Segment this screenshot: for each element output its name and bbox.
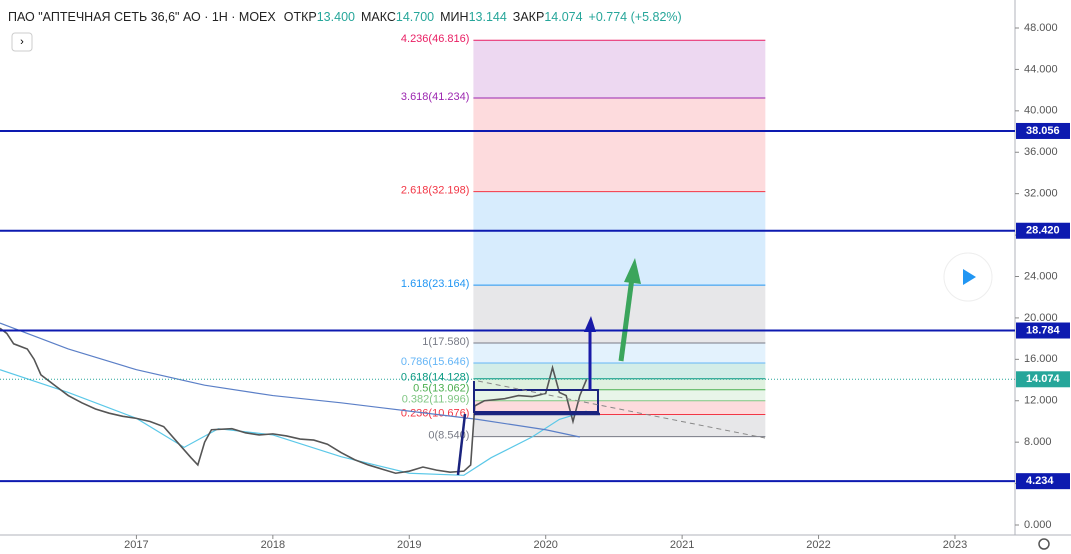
arrow-line xyxy=(456,413,467,476)
x-tick-label: 2021 xyxy=(670,539,694,551)
fib-label: 2.618(32.198) xyxy=(401,185,470,197)
high-label: МАКС xyxy=(361,10,396,24)
fib-zone xyxy=(473,378,766,390)
arrow-line xyxy=(618,277,635,362)
x-tick-label: 2023 xyxy=(943,539,967,551)
x-tick-label: 2022 xyxy=(806,539,830,551)
fib-zone xyxy=(473,362,766,379)
fib-zone xyxy=(473,40,766,99)
level-label: 38.056 xyxy=(1026,125,1060,137)
open: 13.400 xyxy=(317,10,355,24)
close: 14.074 xyxy=(544,10,582,24)
fib-label: 0.5(13.062) xyxy=(413,383,469,395)
y-tick-label: 20.000 xyxy=(1024,312,1058,324)
fib-zone xyxy=(473,98,766,192)
open-label: ОТКР xyxy=(284,10,317,24)
x-tick-label: 2019 xyxy=(397,539,421,551)
symbol: ПАО "АПТЕЧНАЯ СЕТЬ 36,6" АО · 1Н · MOEX xyxy=(8,10,276,24)
fib-label: 0.786(15.646) xyxy=(401,356,470,368)
high: 14.700 xyxy=(396,10,434,24)
fib-zone xyxy=(473,285,766,343)
y-tick-label: 48.000 xyxy=(1024,22,1058,34)
x-tick-label: 2018 xyxy=(261,539,285,551)
level-tag xyxy=(1016,122,1070,139)
close-label: ЗАКР xyxy=(513,10,545,24)
plot: 4.236(46.816) 3.618(41.234) 2.618(32.198) 1… xyxy=(0,33,766,476)
series-line xyxy=(0,322,580,438)
fib-zone xyxy=(473,414,766,437)
y-tick-label: 32.000 xyxy=(1024,188,1058,200)
fib-zone xyxy=(473,191,766,286)
fib-label: 0.382(11.996) xyxy=(402,394,470,406)
x-tick-label: 2017 xyxy=(124,539,148,551)
last-price-tag xyxy=(1016,371,1070,388)
y-tick-label: 0.000 xyxy=(1024,519,1052,531)
y-tick-label: 24.000 xyxy=(1024,270,1058,282)
y-tick-label: 40.000 xyxy=(1024,105,1058,117)
level-label: 4.234 xyxy=(1026,475,1054,487)
level-tag xyxy=(1016,222,1070,239)
fib-label: 1(17.580) xyxy=(422,336,469,348)
series-line xyxy=(0,327,588,475)
fib-label: 3.618(41.234) xyxy=(401,91,470,103)
low: 13.144 xyxy=(469,10,507,24)
last-price-label: 14.074 xyxy=(1026,373,1061,385)
level-label: 18.784 xyxy=(1026,324,1061,336)
level-tag xyxy=(1016,473,1070,490)
fib-label: 0.618(14.128) xyxy=(401,372,470,384)
trend-line xyxy=(477,380,766,439)
arrow-head xyxy=(624,258,641,284)
x-tick-label: 2020 xyxy=(533,539,557,551)
settings-icon[interactable] xyxy=(1038,538,1050,550)
arrow-head xyxy=(584,316,596,332)
header: ПАО "АПТЕЧНАЯ СЕТЬ 36,6" АО · 1Н · MOEX О… xyxy=(8,10,682,24)
fib-zone xyxy=(473,342,766,363)
box-drawing xyxy=(473,381,599,413)
level-tag xyxy=(1016,322,1070,339)
play-icon xyxy=(963,269,976,285)
low-label: МИН xyxy=(440,10,468,24)
y-tick-label: 8.000 xyxy=(1024,436,1052,448)
fib-label: 0(8.540) xyxy=(428,429,469,441)
expand-icon: › xyxy=(20,36,24,48)
y-tick-label: 44.000 xyxy=(1024,63,1058,75)
fib-zone xyxy=(473,389,766,401)
fib-label: 4.236(46.816) xyxy=(401,33,470,45)
level-label: 28.420 xyxy=(1026,225,1060,237)
expand-button[interactable] xyxy=(11,32,33,52)
y-tick-label: 12.000 xyxy=(1024,395,1058,407)
y-tick-label: 36.000 xyxy=(1024,146,1058,158)
y-tick-label: 16.000 xyxy=(1024,353,1058,365)
fib-label: 1.618(23.164) xyxy=(401,278,470,290)
change: +0.774 (+5.82%) xyxy=(589,10,682,24)
